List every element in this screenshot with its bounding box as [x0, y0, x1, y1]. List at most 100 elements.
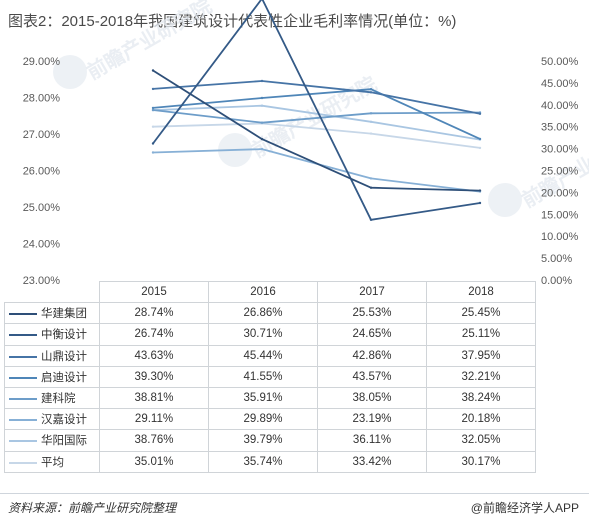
table-row: 中衡设计 26.74% 30.71% 24.65% 25.11% — [4, 323, 536, 346]
data-point — [260, 147, 264, 151]
column-header: 2018 — [426, 280, 536, 304]
column-header: 2016 — [208, 280, 318, 304]
left-axis-tick-label: 26.00% — [23, 166, 61, 178]
table-cell: 39.30% — [99, 365, 209, 388]
footer-divider — [0, 493, 589, 494]
legend-swatch — [9, 440, 37, 443]
series-line-华阳国际 — [152, 104, 481, 141]
legend-swatch — [9, 313, 37, 316]
table-cell: 20.18% — [426, 408, 536, 431]
data-point — [369, 132, 373, 135]
table-row: 华阳国际 38.76% 39.79% 36.11% 32.05% — [4, 429, 536, 452]
column-header: 2015 — [99, 280, 209, 304]
series-line-华建集团 — [152, 69, 481, 192]
table-row: 平均 35.01% 35.74% 33.42% 30.17% — [4, 450, 536, 473]
table-cell: 35.91% — [208, 386, 318, 410]
legend-entry: 建科院 — [4, 386, 100, 410]
series-name: 华建集团 — [41, 308, 87, 321]
column-header: 2017 — [317, 280, 427, 304]
table-cell: 35.01% — [99, 450, 209, 473]
series-name: 启迪设计 — [41, 371, 87, 384]
data-point — [369, 218, 373, 221]
series-name: 华阳国际 — [41, 435, 87, 448]
table-cell: 38.05% — [317, 386, 427, 410]
data-point — [369, 112, 373, 115]
series-line-平均 — [152, 122, 481, 149]
data-point — [478, 201, 482, 205]
series-line-启迪设计 — [152, 88, 481, 140]
data-point — [151, 87, 155, 91]
legend-swatch — [9, 398, 37, 400]
series-name: 建科院 — [41, 393, 76, 406]
series-line-汉嘉设计 — [152, 148, 481, 193]
data-point — [369, 120, 373, 124]
right-axis-tick-label: 25.00% — [541, 166, 579, 178]
table-cell: 30.71% — [208, 323, 318, 346]
table-cell: 26.86% — [208, 302, 318, 325]
legend-swatch — [9, 376, 37, 379]
data-point — [260, 79, 264, 83]
legend-swatch — [9, 355, 37, 358]
left-axis-tick-label: 25.00% — [23, 202, 61, 214]
data-point — [369, 186, 373, 189]
data-table: 2015 2016 2017 2018 华建集团 28.74% 26.86% 25.5… — [4, 280, 536, 473]
data-point — [151, 108, 155, 112]
legend-entry: 启迪设计 — [4, 365, 100, 388]
left-axis-tick-label: 24.00% — [23, 239, 61, 251]
table-cell: 37.95% — [426, 344, 536, 367]
data-point — [478, 189, 482, 192]
table-cell: 32.05% — [426, 429, 536, 452]
table-cell: 41.55% — [208, 365, 318, 388]
table-cell: 32.21% — [426, 365, 536, 388]
table-cell: 25.53% — [317, 302, 427, 325]
table-cell: 35.74% — [208, 450, 318, 473]
left-axis-tick-label: 27.00% — [23, 129, 61, 141]
watermark-text: 前瞻产业研究院 — [248, 72, 381, 163]
table-cell: 43.63% — [99, 344, 209, 367]
table-row: 华建集团 28.74% 26.86% 25.53% 25.45% — [4, 302, 536, 325]
right-axis-tick-label: 15.00% — [541, 209, 579, 221]
table-cell: 25.11% — [426, 323, 536, 346]
table-cell: 45.44% — [208, 344, 318, 367]
right-axis-tick-label: 35.00% — [541, 122, 579, 134]
series-line-中衡设计 — [152, 0, 481, 221]
table-cell: 29.89% — [208, 408, 318, 431]
right-axis-tick-label: 5.00% — [541, 253, 572, 265]
table-cell: 43.57% — [317, 365, 427, 388]
table-cell: 29.11% — [99, 408, 209, 431]
table-cell: 36.11% — [317, 429, 427, 452]
table-header-row: 2015 2016 2017 2018 — [4, 280, 536, 304]
data-point — [369, 88, 373, 91]
table-cell: 38.76% — [99, 429, 209, 452]
right-axis-tick-label: 10.00% — [541, 231, 579, 243]
right-axis-tick-label: 45.00% — [541, 78, 579, 90]
table-row: 山鼎设计 43.63% 45.44% 42.86% 37.95% — [4, 344, 536, 367]
table-cell: 38.24% — [426, 386, 536, 410]
data-point — [151, 125, 155, 128]
right-axis-tick-label: 50.00% — [541, 56, 579, 68]
table-corner — [4, 281, 100, 304]
table-cell: 28.74% — [99, 302, 209, 325]
table-cell: 38.81% — [99, 386, 209, 410]
watermark-logo — [53, 55, 87, 89]
data-point — [478, 137, 482, 141]
series-name: 平均 — [41, 456, 64, 469]
table-cell: 33.42% — [317, 450, 427, 473]
legend-entry: 中衡设计 — [4, 323, 100, 346]
data-point — [151, 151, 155, 154]
table-cell: 24.65% — [317, 323, 427, 346]
data-point — [260, 137, 264, 141]
legend-swatch — [9, 461, 37, 464]
data-point — [369, 91, 373, 94]
data-point — [478, 112, 482, 116]
right-axis-tick-label: 30.00% — [541, 144, 579, 156]
data-point — [151, 69, 155, 72]
table-cell: 30.17% — [426, 450, 536, 473]
table-cell: 39.79% — [208, 429, 318, 452]
data-point — [151, 106, 155, 110]
right-axis-tick-label: 20.00% — [541, 187, 579, 199]
data-point — [478, 146, 482, 150]
chart-title: 图表2：2015-2018年我国建筑设计代表性企业毛利率情况(单位：%) — [8, 13, 457, 30]
data-point — [260, 96, 264, 100]
